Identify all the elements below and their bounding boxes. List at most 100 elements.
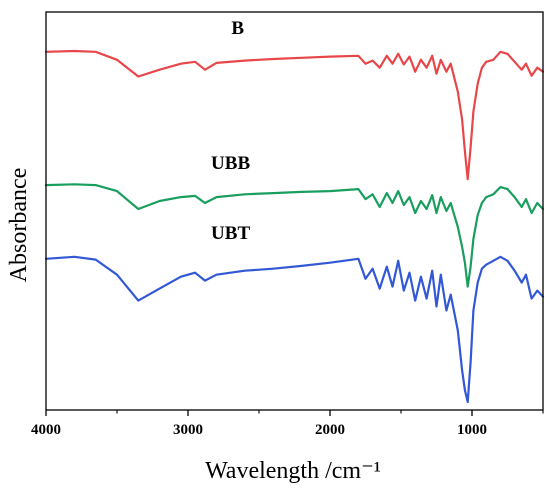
data-point	[481, 267, 483, 270]
data-point	[466, 178, 469, 181]
data-point	[194, 195, 197, 197]
data-point	[466, 285, 469, 288]
data-point	[485, 196, 488, 199]
data-point	[536, 66, 539, 69]
data-point	[425, 66, 428, 69]
data-point	[180, 196, 182, 199]
data-point	[439, 196, 442, 199]
data-point	[414, 70, 417, 73]
data-point	[414, 212, 417, 214]
data-point	[137, 299, 140, 302]
data-point	[431, 54, 434, 57]
data-point	[420, 275, 422, 278]
data-point	[364, 198, 367, 201]
data-point	[499, 50, 502, 53]
data-point	[485, 263, 488, 266]
x-tick-label: 1000	[457, 422, 487, 438]
data-point	[204, 68, 206, 71]
data-point	[204, 202, 206, 204]
data-point	[485, 60, 488, 63]
data-point	[461, 118, 463, 121]
data-point	[464, 150, 466, 153]
data-point	[456, 329, 459, 332]
data-point	[408, 271, 411, 274]
data-point	[116, 58, 118, 61]
data-point	[397, 52, 400, 55]
data-point	[492, 58, 495, 61]
annotation-layer: B UBB UBT	[211, 18, 250, 244]
data-point	[445, 309, 448, 312]
data-point	[272, 58, 275, 60]
data-point	[445, 70, 448, 73]
data-point	[530, 74, 533, 77]
data-point	[364, 277, 367, 280]
data-point	[243, 59, 246, 62]
data-point	[476, 214, 479, 216]
data-point	[94, 184, 97, 187]
data-point	[385, 192, 388, 195]
data-point	[194, 60, 197, 63]
data-point	[499, 255, 502, 258]
data-point	[520, 68, 523, 71]
data-point	[492, 193, 495, 196]
data-point	[481, 202, 483, 204]
data-point	[435, 305, 438, 308]
data-point	[439, 58, 442, 61]
data-point	[215, 62, 218, 64]
series-label-ubt: UBT	[211, 223, 250, 244]
series-layer	[44, 49, 545, 404]
data-point	[506, 259, 509, 262]
data-point	[180, 275, 182, 278]
data-point	[364, 62, 367, 65]
data-point	[439, 273, 442, 276]
data-point	[456, 90, 459, 93]
data-point	[158, 287, 161, 290]
data-point	[464, 389, 466, 391]
x-tick-label: 3000	[173, 422, 203, 438]
data-point	[329, 261, 331, 264]
data-point	[461, 369, 463, 372]
series-ubt	[44, 255, 545, 404]
data-point	[73, 183, 76, 186]
data-point	[536, 289, 539, 292]
series-line-ubb	[44, 183, 545, 288]
data-point	[420, 200, 422, 202]
series-label-b: B	[231, 18, 244, 39]
data-point	[378, 206, 381, 208]
data-point	[420, 58, 422, 61]
data-point	[472, 309, 475, 312]
data-point	[180, 62, 182, 65]
data-point	[525, 62, 527, 65]
data-point	[272, 192, 275, 195]
data-point	[300, 56, 303, 59]
data-point	[513, 60, 516, 63]
series-b	[44, 49, 545, 181]
data-point	[371, 59, 374, 62]
axis-layer: 4000 3000 2000 1000	[31, 11, 544, 438]
data-point	[456, 226, 459, 228]
data-point	[402, 204, 405, 206]
x-axis-title: Wavelength /cm⁻¹	[205, 458, 381, 484]
data-point	[530, 212, 533, 214]
data-point	[461, 245, 463, 248]
data-point	[520, 206, 523, 208]
data-point	[73, 255, 76, 258]
data-point	[469, 265, 472, 268]
data-point	[204, 279, 206, 282]
data-point	[391, 62, 394, 65]
data-point	[425, 297, 428, 300]
data-point	[272, 267, 275, 270]
data-point	[215, 196, 218, 199]
data-point	[481, 66, 483, 69]
data-point	[530, 297, 533, 300]
data-point	[499, 186, 502, 189]
data-point	[385, 265, 388, 268]
data-point	[513, 196, 516, 199]
data-point	[357, 54, 360, 57]
data-point	[158, 68, 161, 71]
data-point	[215, 273, 218, 276]
data-point	[466, 401, 469, 403]
data-point	[94, 258, 97, 261]
x-tick-label: 2000	[315, 422, 345, 438]
